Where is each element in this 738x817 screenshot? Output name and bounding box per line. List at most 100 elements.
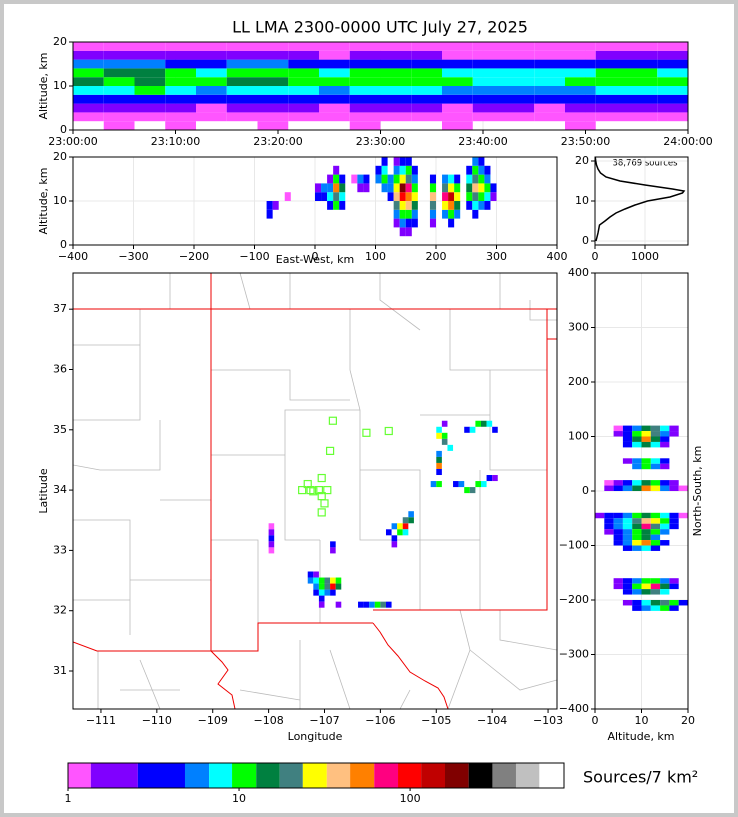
density-cell [436,426,442,433]
x-tick-label: 0 [592,714,599,727]
density-cell [626,68,658,78]
density-cell [196,59,227,69]
density-cell [641,578,651,584]
density-cell [196,94,227,104]
density-cell [447,444,454,451]
density-cell [349,77,381,86]
density-cell [381,157,388,166]
density-cell [165,86,196,95]
density-cell [288,68,319,78]
colorbar-tick-label: 10 [232,792,246,805]
y-tick-label: 400 [568,266,589,279]
density-cell [650,578,661,584]
density-cell [678,512,688,519]
density-cell [134,103,166,113]
x-tick-label: 0 [312,250,319,263]
y-tick-label: 33 [53,543,67,556]
density-cell [349,121,381,130]
density-cell [288,42,319,51]
density-cell [165,50,196,60]
density-cell [458,481,465,488]
histogram-line [595,157,686,242]
density-cell [660,523,670,530]
x-tick-label: 1000 [631,250,659,263]
density-cell [669,425,679,432]
density-cell [448,183,455,193]
density-cell [472,183,479,193]
density-cell [226,86,258,95]
density-cell [411,192,418,201]
density-cell [660,436,670,442]
density-cell [534,103,565,113]
density-cell [134,112,166,122]
density-cell [380,112,412,122]
density-cell [472,157,479,166]
density-cell [73,86,104,95]
density-cell [660,529,670,535]
density-cell [565,50,596,60]
density-cell [134,68,166,78]
density-cell [134,77,166,86]
density-cell [363,183,370,193]
density-cell [660,540,670,546]
density-cell [650,600,661,606]
density-cell [503,103,535,113]
density-cell [349,86,381,95]
station-marker [384,426,393,436]
density-cell [405,165,412,175]
density-cell [613,583,623,590]
density-cell [613,480,623,486]
density-cell [650,458,661,464]
density-cell [472,112,504,122]
colorbar-label: Sources/7 km² [583,768,698,787]
density-cell [669,431,679,437]
colorbar-segment [209,763,233,788]
density-cell [399,192,406,201]
density-cell [327,183,334,193]
density-cell [595,50,627,60]
density-cell [622,480,633,486]
density-cell [405,174,412,184]
density-cell [196,77,227,86]
density-cell [669,600,679,606]
density-cell [622,523,633,530]
density-cell [472,165,479,175]
density-cell [641,441,651,448]
density-cell [397,523,403,530]
density-cell [641,605,651,611]
density-cell [480,420,487,427]
density-cell [657,50,688,60]
density-cell [448,201,455,210]
density-cell [478,174,485,184]
density-cell [657,68,688,78]
density-cell [318,589,325,596]
density-cell [429,192,436,201]
x-axis-label: East-West, km [276,253,354,266]
density-cell [464,487,470,494]
density-cell [103,112,135,122]
density-cell [399,227,406,237]
density-cell [632,431,642,437]
density-cell [632,589,642,595]
density-cell [327,201,334,210]
density-cell [399,201,406,210]
density-cell [318,601,325,608]
x-tick-label: 23:30:00 [356,135,405,148]
density-cell [622,436,633,442]
density-cell [442,59,473,69]
density-cell [503,77,535,86]
colorbar-frame [67,762,565,789]
station-marker [317,473,326,483]
density-cell [335,577,342,584]
y-tick-label: −300 [559,648,589,661]
density-cell [492,426,498,433]
density-cell [393,183,400,193]
density-cell [657,103,688,113]
density-cell [660,512,670,519]
density-cell [307,571,314,578]
density-cell [134,94,166,104]
density-cell [626,59,658,69]
density-cell [626,94,658,104]
density-cell [288,112,319,122]
density-cell [324,589,331,596]
